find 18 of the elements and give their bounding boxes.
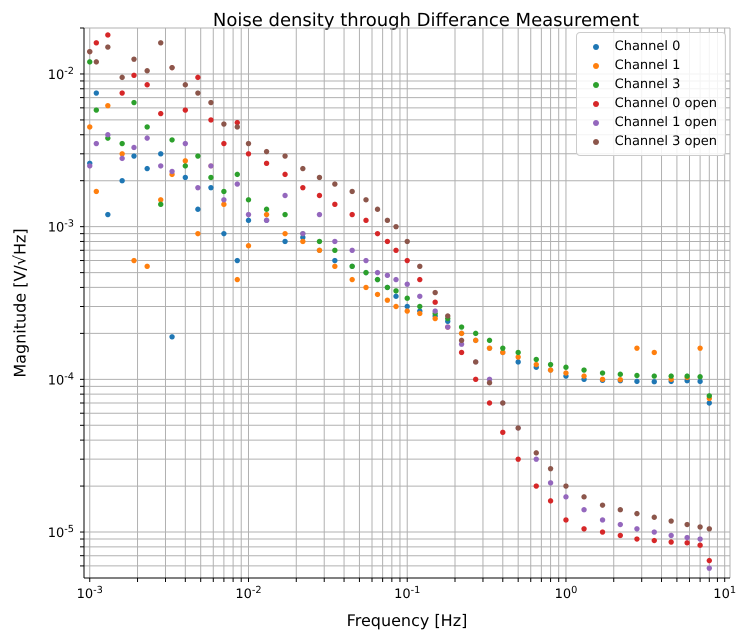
- x-axis-title: Frequency [Hz]: [346, 611, 468, 630]
- legend-label: Channel 3: [614, 77, 680, 92]
- x-tick-label: 10$^{-3}$: [76, 584, 103, 602]
- legend-label: Channel 1 open: [614, 115, 717, 130]
- x-tick-label: 10$^{0}$: [554, 584, 578, 602]
- legend-label: Channel 1: [614, 58, 680, 73]
- y-tick-label: 10$^{-5}$: [48, 524, 74, 542]
- chart-title: Noise density through Differance Measurement: [212, 10, 640, 31]
- y-tick-label: 10$^{-4}$: [48, 370, 74, 388]
- legend-label: Channel 0: [614, 39, 680, 54]
- x-tick-label: 10$^{1}$: [713, 584, 736, 602]
- y-axis-title: Magnitude [V/√Hz]: [10, 228, 30, 378]
- x-tick-label: 10$^{-1}$: [394, 584, 420, 602]
- x-tick-label: 10$^{-2}$: [235, 584, 262, 602]
- y-tick-label: 10$^{-2}$: [48, 65, 74, 83]
- y-tick-label: 10$^{-3}$: [48, 218, 74, 236]
- legend-label: Channel 3 open: [614, 134, 717, 149]
- legend-label: Channel 0 open: [614, 96, 717, 111]
